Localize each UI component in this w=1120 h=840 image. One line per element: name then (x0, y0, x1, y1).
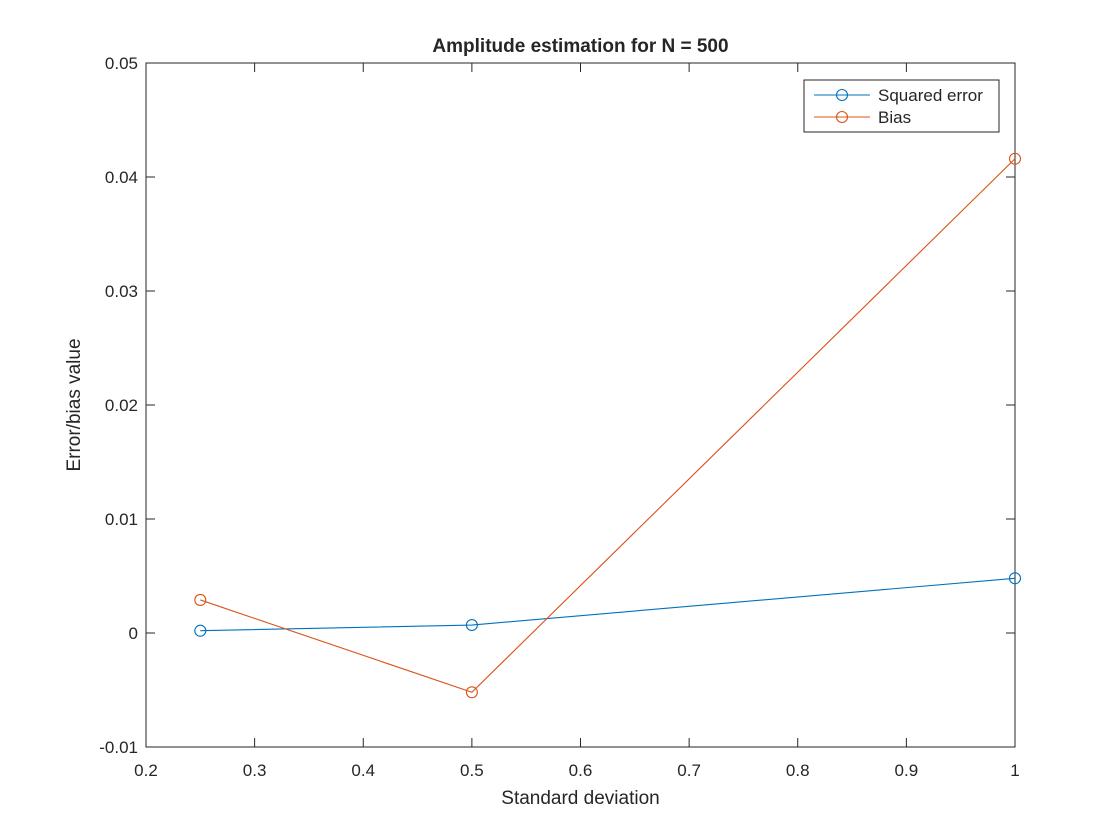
x-tick-label: 0.5 (460, 761, 484, 780)
y-tick-label: 0.04 (105, 168, 138, 187)
y-tick-label: 0 (129, 624, 138, 643)
data-point (465, 686, 478, 699)
x-tick-label: 1 (1010, 761, 1019, 780)
plot-area: 0.2 0.3 0.4 0.5 0.6 0.7 0.8 0.9 1 -0.01 0 0.01 0.02 0… (99, 54, 1022, 780)
y-axis-title: Error/bias value (64, 338, 85, 471)
x-tick-label: 0.9 (895, 761, 919, 780)
data-point (465, 618, 478, 632)
x-tick-label: 0.7 (677, 761, 701, 780)
x-tick-label: 0.2 (134, 761, 158, 780)
series-line-1 (200, 158, 1016, 693)
x-tick-label: 0.4 (351, 761, 375, 780)
series-line-0 (200, 577, 1016, 632)
legend-label: Squared error (878, 86, 983, 105)
y-tick-label: 0.02 (105, 396, 138, 415)
y-tick-label: 0.05 (105, 54, 138, 73)
legend-swatch-marker (835, 88, 849, 102)
legend-label: Bias (878, 108, 911, 127)
x-tick-label: 0.3 (243, 761, 267, 780)
y-tick-label: 0.03 (105, 282, 138, 301)
data-point (194, 593, 207, 606)
chart-title: Amplitude estimation for N = 500 (432, 36, 728, 57)
data-point (1008, 572, 1022, 585)
legend-swatch-marker (835, 110, 849, 124)
x-axis-title: Standard deviation (501, 788, 659, 809)
legend: Squared error Bias (803, 79, 1000, 133)
y-tick-label: 0.01 (105, 510, 138, 529)
data-point (1008, 152, 1022, 165)
data-point (194, 624, 207, 637)
x-tick-label: 0.6 (569, 761, 593, 780)
legend-box (803, 79, 1000, 133)
x-tick-label: 0.8 (786, 761, 810, 780)
y-tick-label: -0.01 (99, 738, 138, 757)
